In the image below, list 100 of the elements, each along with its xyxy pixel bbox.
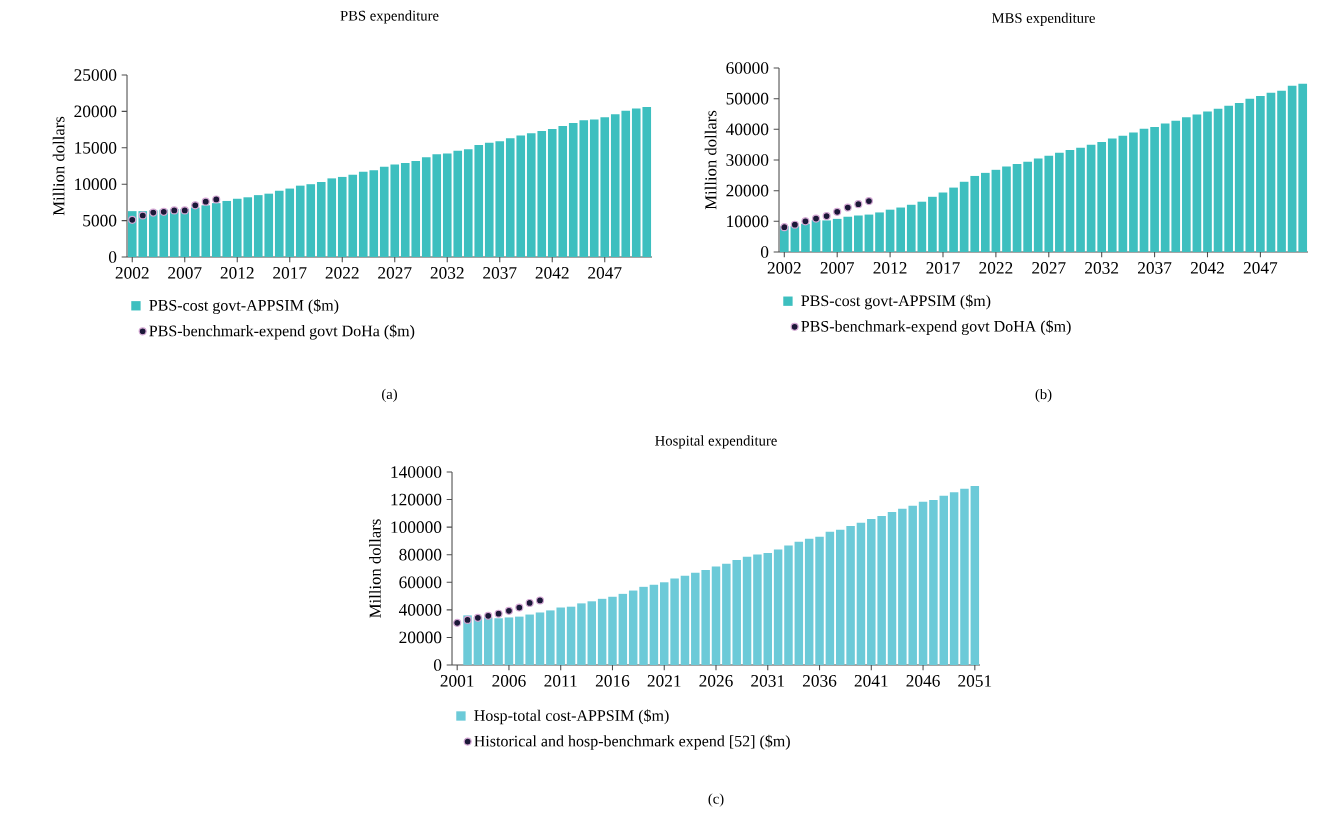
bar (711, 566, 721, 665)
x-tick-label: 2026 (699, 675, 733, 687)
bar (1266, 92, 1276, 252)
point (535, 596, 545, 605)
point (801, 217, 810, 226)
x-tick-label: 2041 (854, 675, 888, 687)
bar (856, 522, 866, 665)
point (138, 211, 147, 220)
point (822, 212, 831, 221)
bar (822, 220, 831, 252)
point (790, 220, 799, 229)
bar (949, 187, 958, 252)
bar (1107, 138, 1117, 252)
point (833, 207, 842, 216)
x-tick-label: 2017 (273, 267, 307, 279)
text: (a) (382, 388, 398, 402)
bar (1203, 111, 1212, 252)
y-tick-label: 20000 (726, 184, 769, 197)
chart-title: Hospital expenditure (655, 435, 777, 449)
point (864, 197, 873, 206)
bar (566, 606, 576, 665)
bar (928, 196, 937, 252)
point (525, 598, 534, 608)
chart-title: MBS expenditure (991, 12, 1095, 26)
bar (1277, 90, 1286, 252)
x-tick-label: 2022 (979, 262, 1013, 274)
x-tick-label: 2046 (906, 675, 940, 687)
bar (1076, 147, 1085, 252)
bar (875, 212, 884, 252)
x-tick-label: 2031 (751, 675, 785, 687)
point (170, 206, 179, 215)
x-tick-label: 2037 (483, 267, 517, 279)
bar (1213, 108, 1223, 252)
x-tick-label: 2032 (1085, 262, 1119, 274)
bar (649, 584, 659, 665)
bar (885, 209, 895, 252)
y-axis-title: Million dollars (704, 110, 717, 210)
x-tick-label: 2036 (802, 675, 837, 687)
x-tick-label: 2027 (1032, 262, 1066, 274)
bar (1150, 126, 1159, 252)
bar (484, 617, 493, 665)
point (473, 613, 482, 622)
y-tick-label: 60000 (399, 576, 442, 589)
bar (864, 214, 874, 252)
bar (1256, 95, 1265, 252)
point (201, 197, 210, 206)
y-tick-label: 20000 (74, 105, 117, 118)
bar (1118, 135, 1128, 252)
y-tick-label: 100000 (391, 521, 442, 533)
bar (1192, 114, 1202, 252)
bar (960, 488, 969, 665)
x-tick-label: 2011 (544, 675, 577, 687)
x-tick-label: 2001 (440, 675, 474, 687)
bar (773, 549, 783, 665)
x-tick-label: 2016 (595, 675, 630, 687)
bar (896, 207, 906, 252)
bar (1129, 132, 1138, 252)
bar (918, 501, 928, 665)
bar (680, 575, 690, 665)
y-tick-label: 15000 (75, 141, 117, 154)
legend-label: Historical and hosp-benchmark expend [52] ($m) (474, 734, 790, 750)
bar (1181, 117, 1191, 252)
legend-label: Hosp-total cost-APPSIM ($m) (474, 709, 669, 725)
legend-label: PBS-benchmark-expend govt DoHa ($m) (149, 324, 415, 340)
y-tick-label: 10000 (727, 215, 769, 228)
x-tick-label: 2007 (168, 267, 202, 279)
bar (1086, 144, 1096, 252)
x-tick-label: 2021 (647, 675, 681, 687)
point (484, 611, 493, 620)
bar (1023, 161, 1032, 252)
bar (959, 181, 969, 252)
x-tick-label: 2051 (958, 675, 992, 687)
bar (970, 485, 980, 665)
bar (660, 582, 669, 665)
bar (608, 596, 617, 665)
bar (949, 492, 959, 665)
bar (504, 617, 514, 665)
point (494, 609, 503, 618)
y-tick-label: 40000 (398, 604, 442, 616)
x-tick-label: 2047 (1243, 262, 1278, 274)
y-tick-label: 40000 (725, 123, 769, 136)
y-tick-label: 80000 (399, 548, 442, 561)
legend-label: PBS-benchmark-expend govt DoHA ($m) (801, 319, 1071, 336)
y-tick-label: 30000 (726, 154, 769, 166)
x-tick-label: 2012 (873, 262, 907, 274)
y-axis-title: Million dollars (52, 116, 65, 216)
x-tick-label: 2027 (378, 267, 412, 279)
bar (970, 175, 980, 252)
x-tick-label: 2012 (220, 267, 254, 279)
bar (939, 495, 949, 665)
y-tick-label: 50000 (726, 92, 769, 105)
bar (597, 598, 607, 665)
x-tick-label: 2022 (325, 267, 359, 279)
bar (1012, 163, 1022, 252)
y-tick-label: 60000 (726, 62, 769, 74)
x-tick-label: 2007 (820, 262, 855, 274)
bar (1224, 105, 1233, 252)
bar (1065, 149, 1075, 252)
bar (535, 612, 545, 665)
bar (1002, 166, 1011, 252)
